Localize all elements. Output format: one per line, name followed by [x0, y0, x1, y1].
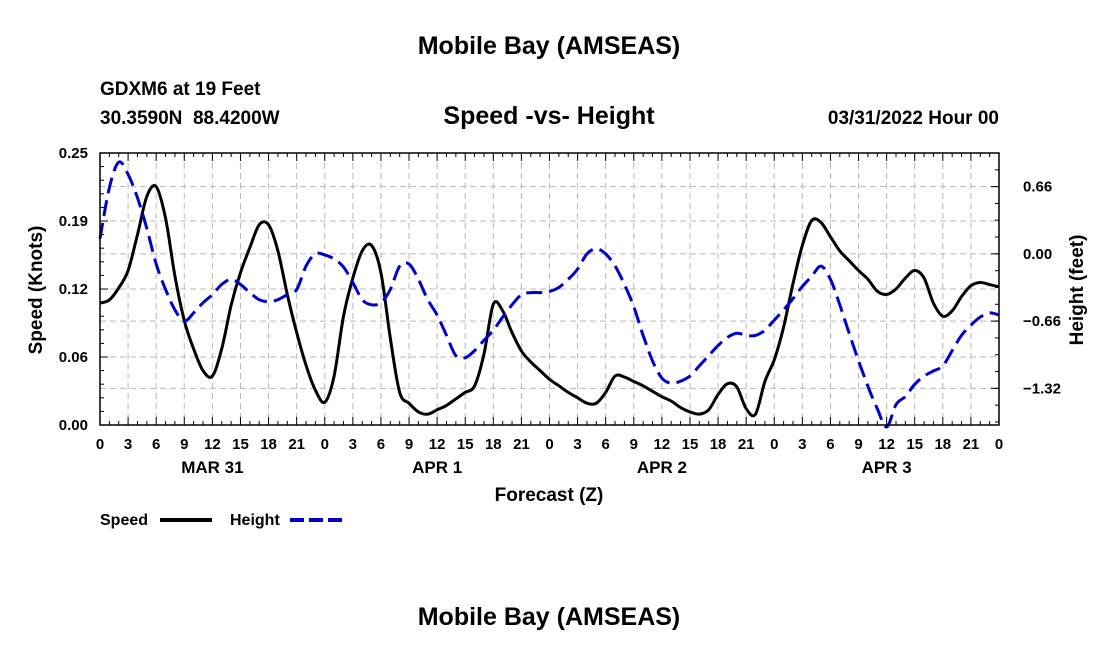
legend-label-speed: Speed	[100, 512, 148, 529]
station-label: GDXM6 at 19 Feet	[100, 79, 261, 100]
x-axis-title: Forecast (Z)	[495, 485, 604, 506]
x-tick-label: 15	[457, 436, 474, 453]
x-day-label: APR 2	[637, 458, 687, 477]
x-tick-label: 9	[854, 436, 862, 453]
footer-title: Mobile Bay (AMSEAS)	[418, 603, 681, 631]
x-day-label: MAR 31	[181, 458, 243, 477]
chart-subtitle: Speed -vs- Height	[443, 102, 655, 130]
y-right-tick-label: 0.00	[1023, 246, 1052, 263]
x-tick-label: 21	[963, 436, 980, 453]
y-right-tick-label: −1.32	[1023, 380, 1061, 397]
grid-layer	[100, 153, 999, 425]
y-left-tick-label: 0.25	[59, 145, 88, 162]
y-left-tick-label: 0.12	[59, 281, 88, 298]
axes-layer: 0 3 6 9 12 15 18 21 0 3 6 9 12 15 18 21 0 3 6 9 12 15 18 21 0 3 6 9…	[59, 145, 1061, 477]
x-tick-label: 12	[878, 436, 895, 453]
y-left-tick-label: 0.06	[59, 349, 88, 366]
x-tick-label: 12	[654, 436, 671, 453]
x-tick-label: 21	[288, 436, 305, 453]
x-tick-label: 9	[180, 436, 188, 453]
legend: Speed Height	[100, 512, 342, 529]
y-left-tick-label: 0.00	[59, 417, 88, 434]
x-tick-label: 6	[152, 436, 160, 453]
x-tick-label: 3	[349, 436, 357, 453]
x-tick-label: 21	[738, 436, 755, 453]
x-day-label: APR 3	[862, 458, 912, 477]
y-right-tick-label: 0.66	[1023, 179, 1052, 196]
x-tick-label: 3	[573, 436, 581, 453]
x-tick-label: 18	[934, 436, 951, 453]
x-tick-label: 6	[602, 436, 610, 453]
x-tick-label: 0	[321, 436, 329, 453]
x-tick-label: 18	[485, 436, 502, 453]
x-tick-label: 6	[826, 436, 834, 453]
datetime-label: 03/31/2022 Hour 00	[828, 108, 999, 129]
x-tick-label: 18	[260, 436, 277, 453]
legend-label-height: Height	[230, 512, 280, 529]
y-left-tick-label: 0.19	[59, 213, 88, 230]
x-tick-label: 3	[124, 436, 132, 453]
x-tick-label: 18	[710, 436, 727, 453]
x-tick-label: 15	[906, 436, 923, 453]
x-tick-label: 12	[204, 436, 221, 453]
x-tick-label: 9	[630, 436, 638, 453]
x-tick-label: 21	[513, 436, 530, 453]
x-tick-label: 6	[377, 436, 385, 453]
series-line-height	[98, 160, 1000, 429]
x-tick-label: 0	[96, 436, 104, 453]
x-tick-label: 15	[232, 436, 249, 453]
chart-title: Mobile Bay (AMSEAS)	[418, 32, 681, 60]
series-line-speed	[99, 184, 1000, 418]
x-tick-label: 3	[798, 436, 806, 453]
x-tick-label: 0	[995, 436, 1003, 453]
y-axis-title-left: Speed (Knots)	[26, 226, 47, 355]
y-right-tick-label: −0.66	[1023, 313, 1061, 330]
x-tick-label: 9	[405, 436, 413, 453]
x-tick-label: 0	[545, 436, 553, 453]
x-tick-label: 15	[682, 436, 699, 453]
x-tick-label: 0	[770, 436, 778, 453]
location-label: 30.3590N 88.4200W	[100, 108, 280, 129]
x-day-label: APR 1	[412, 458, 462, 477]
x-tick-label: 12	[429, 436, 446, 453]
series-layer	[98, 160, 1000, 429]
y-axis-title-right: Height (feet)	[1067, 235, 1088, 346]
